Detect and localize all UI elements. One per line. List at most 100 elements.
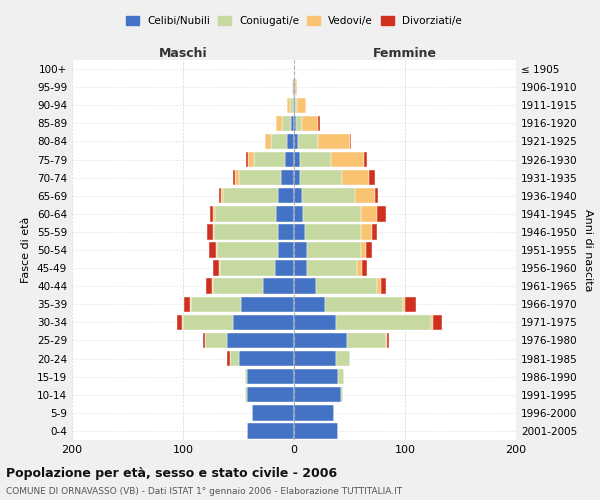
- Bar: [247, 369, 294, 384]
- Bar: [213, 224, 214, 240]
- Bar: [221, 188, 223, 204]
- Bar: [278, 188, 294, 204]
- Bar: [302, 116, 319, 131]
- Bar: [290, 98, 293, 113]
- Bar: [276, 116, 282, 131]
- Bar: [298, 134, 319, 149]
- Text: Maschi: Maschi: [158, 47, 208, 60]
- Bar: [364, 152, 367, 167]
- Bar: [361, 206, 377, 222]
- Bar: [245, 369, 247, 384]
- Bar: [215, 206, 276, 222]
- Bar: [205, 333, 227, 348]
- Bar: [208, 224, 213, 240]
- Bar: [294, 152, 299, 167]
- Bar: [294, 242, 307, 258]
- Bar: [220, 260, 275, 276]
- Bar: [206, 278, 212, 294]
- Bar: [361, 242, 366, 258]
- Bar: [213, 260, 218, 276]
- Bar: [293, 80, 294, 95]
- Bar: [331, 152, 364, 167]
- Bar: [227, 333, 294, 348]
- Text: COMUNE DI ORNAVASSO (VB) - Dati ISTAT 1° gennaio 2006 - Elaborazione TUTTITALIA.: COMUNE DI ORNAVASSO (VB) - Dati ISTAT 1°…: [6, 488, 402, 496]
- Bar: [294, 387, 341, 402]
- Bar: [294, 278, 316, 294]
- Bar: [217, 242, 278, 258]
- Bar: [294, 424, 338, 438]
- Bar: [209, 242, 217, 258]
- Bar: [294, 98, 295, 113]
- Y-axis label: Anni di nascita: Anni di nascita: [583, 209, 593, 291]
- Bar: [182, 314, 183, 330]
- Bar: [233, 314, 294, 330]
- Bar: [342, 170, 370, 186]
- Bar: [349, 134, 350, 149]
- Bar: [239, 170, 281, 186]
- Bar: [296, 116, 302, 131]
- Bar: [295, 98, 298, 113]
- Bar: [213, 206, 215, 222]
- Bar: [275, 260, 294, 276]
- Bar: [241, 296, 294, 312]
- Bar: [338, 369, 344, 384]
- Bar: [336, 351, 349, 366]
- Bar: [294, 134, 298, 149]
- Bar: [294, 80, 295, 95]
- Bar: [183, 314, 233, 330]
- Bar: [357, 260, 362, 276]
- Bar: [305, 224, 361, 240]
- Bar: [341, 387, 343, 402]
- Bar: [361, 224, 372, 240]
- Bar: [209, 206, 213, 222]
- Legend: Celibi/Nubili, Coniugati/e, Vedovi/e, Divorziati/e: Celibi/Nubili, Coniugati/e, Vedovi/e, Di…: [122, 12, 466, 30]
- Bar: [235, 170, 239, 186]
- Bar: [203, 333, 205, 348]
- Bar: [375, 188, 379, 204]
- Bar: [433, 314, 442, 330]
- Bar: [319, 116, 320, 131]
- Bar: [302, 188, 355, 204]
- Bar: [216, 242, 217, 258]
- Bar: [285, 152, 294, 167]
- Bar: [213, 278, 263, 294]
- Bar: [282, 116, 290, 131]
- Bar: [212, 278, 213, 294]
- Bar: [387, 333, 389, 348]
- Bar: [287, 134, 294, 149]
- Bar: [294, 224, 305, 240]
- Bar: [245, 387, 247, 402]
- Bar: [233, 170, 235, 186]
- Bar: [239, 351, 294, 366]
- Bar: [336, 314, 431, 330]
- Bar: [292, 80, 293, 95]
- Bar: [265, 134, 271, 149]
- Bar: [294, 333, 347, 348]
- Bar: [377, 206, 386, 222]
- Bar: [248, 152, 254, 167]
- Bar: [380, 278, 386, 294]
- Bar: [403, 296, 405, 312]
- Bar: [294, 296, 325, 312]
- Bar: [294, 188, 302, 204]
- Text: Popolazione per età, sesso e stato civile - 2006: Popolazione per età, sesso e stato civil…: [6, 468, 337, 480]
- Bar: [299, 170, 342, 186]
- Bar: [227, 351, 230, 366]
- Bar: [372, 224, 377, 240]
- Bar: [431, 314, 433, 330]
- Bar: [278, 242, 294, 258]
- Bar: [386, 333, 387, 348]
- Bar: [294, 206, 303, 222]
- Bar: [303, 206, 361, 222]
- Bar: [263, 278, 294, 294]
- Bar: [293, 98, 294, 113]
- Bar: [325, 296, 403, 312]
- Bar: [347, 333, 386, 348]
- Bar: [247, 387, 294, 402]
- Bar: [294, 405, 334, 420]
- Bar: [178, 314, 182, 330]
- Bar: [294, 260, 307, 276]
- Bar: [218, 260, 220, 276]
- Text: Femmine: Femmine: [373, 47, 437, 60]
- Bar: [377, 278, 380, 294]
